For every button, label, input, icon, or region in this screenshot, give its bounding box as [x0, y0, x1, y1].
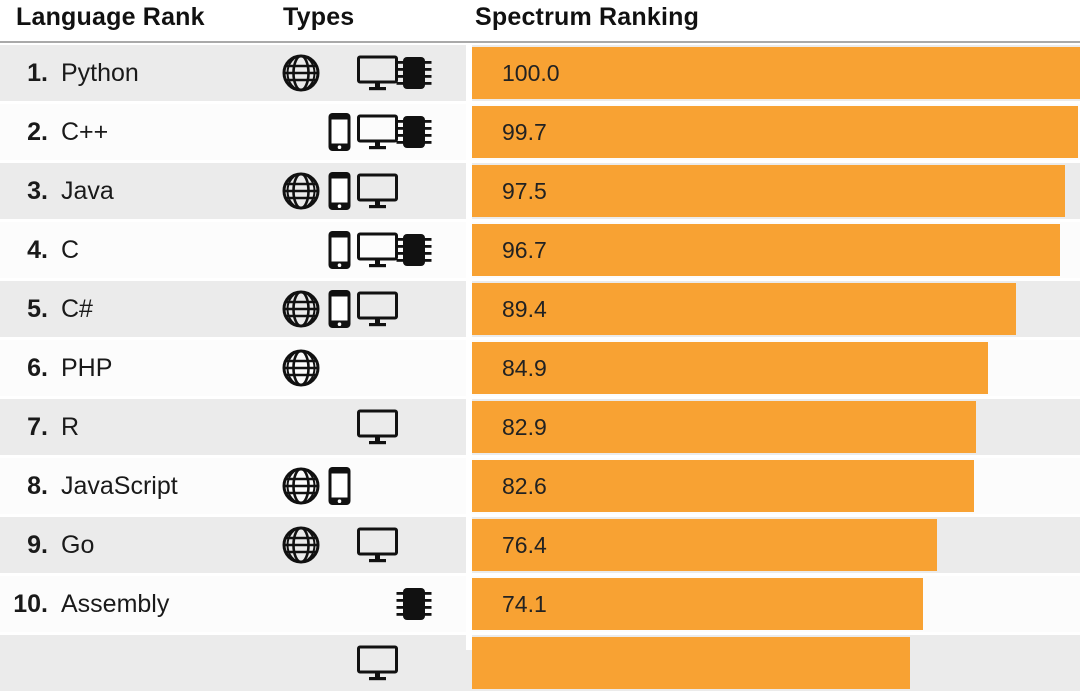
smartphone-icon [328, 172, 351, 211]
rank-label: 8. [27, 472, 48, 500]
ranking-value: 82.9 [502, 414, 547, 440]
rank-label: 3. [27, 177, 48, 205]
smartphone-icon [328, 467, 351, 506]
language-label: C [61, 236, 80, 264]
rank-label: 2. [27, 118, 48, 146]
desktop-monitor-icon [357, 173, 398, 209]
rank-label: 9. [27, 531, 48, 559]
rank-label: 5. [27, 295, 48, 323]
column-divider [466, 43, 472, 650]
ranking-bar [472, 637, 910, 689]
globe-icon [281, 171, 321, 211]
ranking-bar: 74.1 [472, 578, 923, 630]
smartphone-icon [328, 113, 351, 152]
ranking-value: 100.0 [502, 60, 560, 86]
language-label: Assembly [61, 590, 170, 618]
ranking-value: 74.1 [502, 591, 547, 617]
smartphone-icon [328, 290, 351, 329]
desktop-monitor-icon [357, 55, 398, 91]
rank-label: 4. [27, 236, 48, 264]
rank-label: 6. [27, 354, 48, 382]
table-row: 4. C [0, 222, 1080, 278]
ranking-bar: 100.0 [472, 47, 1080, 99]
table-row: 2. C++ [0, 104, 1080, 160]
table-row: 1. Python [0, 45, 1080, 101]
rank-label: 10. [13, 590, 48, 618]
chip-icon [396, 585, 432, 623]
table-row [0, 635, 1080, 691]
desktop-monitor-icon [357, 409, 398, 445]
desktop-monitor-icon [357, 232, 398, 268]
ranking-value: 96.7 [502, 237, 547, 263]
ranking-value: 82.6 [502, 473, 547, 499]
column-header-spectrum-ranking: Spectrum Ranking [475, 3, 700, 31]
globe-icon [281, 289, 321, 329]
desktop-monitor-icon [357, 645, 398, 681]
ranking-value: 97.5 [502, 178, 547, 204]
ranking-bar: 96.7 [472, 224, 1060, 276]
globe-icon [281, 525, 321, 565]
desktop-monitor-icon [357, 291, 398, 327]
column-header-types: Types [283, 3, 355, 31]
table-row: 5. C# [0, 281, 1080, 337]
smartphone-icon [328, 231, 351, 270]
table-row: 3. Java [0, 163, 1080, 219]
language-label: Go [61, 531, 95, 559]
rank-label [6, 635, 48, 691]
ranking-bar: 82.9 [472, 401, 976, 453]
ranking-bar: 89.4 [472, 283, 1016, 335]
column-header-language-rank: Language Rank [16, 3, 205, 31]
rank-label: 7. [27, 413, 48, 441]
language-label: R [61, 413, 80, 441]
chip-icon [396, 231, 432, 269]
language-label: JavaScript [61, 472, 178, 500]
ranking-bar: 82.6 [472, 460, 974, 512]
ranking-value: 99.7 [502, 119, 547, 145]
ranking-bar: 84.9 [472, 342, 988, 394]
language-label: C++ [61, 118, 109, 146]
ranking-bar: 97.5 [472, 165, 1065, 217]
chip-icon [396, 54, 432, 92]
table-row: 10. Assembly [0, 576, 1080, 632]
rows: 1. Python [0, 45, 1080, 694]
ranking-bar: 99.7 [472, 106, 1078, 158]
language-label: PHP [61, 354, 113, 382]
ranking-value: 84.9 [502, 355, 547, 381]
chip-icon [396, 113, 432, 151]
ranking-value: 89.4 [502, 296, 547, 322]
table-header: Language Rank Types Spectrum Ranking [0, 0, 1080, 43]
globe-icon [281, 466, 321, 506]
rank-label: 1. [27, 59, 48, 87]
desktop-monitor-icon [357, 527, 398, 563]
table-row: 6. PHP [0, 340, 1080, 396]
table-row: 7. R [0, 399, 1080, 455]
table-row: 9. Go [0, 517, 1080, 573]
language-label: C# [61, 295, 93, 323]
desktop-monitor-icon [357, 114, 398, 150]
globe-icon [281, 53, 321, 93]
language-label: Python [61, 59, 139, 87]
globe-icon [281, 348, 321, 388]
language-label: Java [61, 177, 114, 205]
ranking-value: 76.4 [502, 532, 547, 558]
table-row: 8. JavaScript [0, 458, 1080, 514]
ranking-bar: 76.4 [472, 519, 937, 571]
